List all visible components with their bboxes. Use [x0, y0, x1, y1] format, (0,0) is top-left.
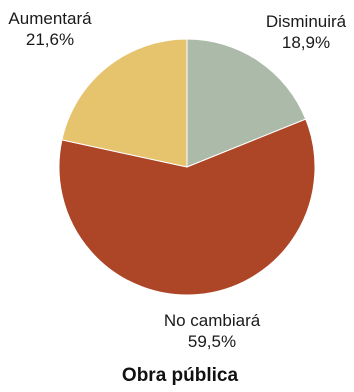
slice-label-no-cambiara: No cambiará 59,5% — [164, 311, 261, 351]
slice-label-name: Aumentará — [8, 9, 92, 28]
slice-label-name: Disminuirá — [266, 12, 347, 31]
slice-label-value: 18,9% — [282, 33, 330, 52]
pie-slice-1 — [58, 118, 316, 296]
slice-label-aumentara: Aumentará 21,6% — [8, 9, 92, 49]
pie-slice-0 — [186, 38, 307, 168]
slice-label-value: 21,6% — [26, 30, 74, 49]
chart-title: Obra pública — [122, 365, 239, 386]
slice-label-value: 59,5% — [188, 332, 236, 351]
pie-slices — [58, 38, 316, 296]
pie-slice-2 — [61, 38, 188, 168]
slice-label-name: No cambiará — [164, 311, 261, 330]
slice-label-disminuira: Disminuirá 18,9% — [266, 12, 347, 52]
